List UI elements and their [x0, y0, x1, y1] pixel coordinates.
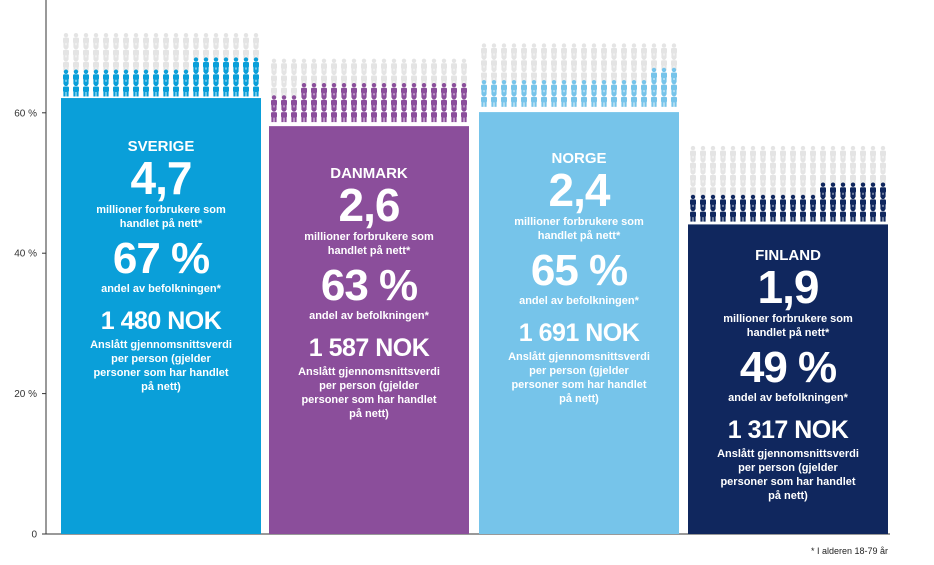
consumer-count: 2,4 — [549, 164, 611, 216]
average-value-label: personer som har handlet — [93, 367, 228, 379]
bar-rect — [688, 224, 888, 535]
y-tick-label: 0 — [31, 530, 37, 541]
consumer-count-label: millioner forbrukere som — [96, 204, 226, 216]
country-label: DANMARK — [330, 165, 408, 182]
bar-rect — [479, 112, 679, 534]
bar-rect — [269, 126, 469, 534]
person-icon-grid — [481, 43, 677, 107]
consumer-count: 4,7 — [131, 152, 192, 204]
average-value-label: per person (gjelder — [738, 462, 838, 474]
consumer-count: 2,6 — [339, 179, 400, 231]
person-icon-grid — [271, 58, 467, 123]
consumer-count-label: millioner forbrukere som — [304, 231, 434, 243]
average-value-label: per person (gjelder — [319, 380, 419, 392]
average-value: 1 587 NOK — [309, 334, 430, 362]
consumer-count-label: handlet på nett* — [747, 327, 830, 339]
person-icon-grid — [63, 32, 259, 97]
population-share-label: andel av befolkningen* — [309, 310, 430, 322]
average-value-label: Anslått gjennomsnittsverdi — [508, 351, 650, 363]
population-share-label: andel av befolkningen* — [728, 392, 849, 404]
average-value-label: Anslått gjennomsnittsverdi — [298, 366, 440, 378]
average-value-label: på nett) — [141, 381, 181, 393]
population-share: 49 % — [740, 343, 836, 392]
average-value-label: personer som har handlet — [720, 476, 855, 488]
y-tick-label: 40 % — [14, 249, 37, 260]
average-value-label: på nett) — [768, 490, 808, 502]
consumer-count-label: millioner forbrukere som — [514, 216, 644, 228]
population-share: 63 % — [321, 261, 417, 310]
consumer-count: 1,9 — [758, 261, 819, 313]
average-value-label: Anslått gjennomsnittsverdi — [90, 339, 232, 351]
population-share-label: andel av befolkningen* — [101, 283, 222, 295]
y-tick-label: 20 % — [14, 389, 37, 400]
average-value: 1 317 NOK — [728, 416, 849, 444]
population-share: 67 % — [113, 234, 209, 283]
country-label: NORGE — [551, 150, 606, 167]
average-value-label: på nett) — [349, 408, 389, 420]
population-share: 65 % — [531, 246, 627, 295]
average-value-label: på nett) — [559, 393, 599, 405]
consumer-count-label: handlet på nett* — [120, 218, 203, 230]
person-icon-grid — [690, 145, 886, 222]
average-value-label: personer som har handlet — [511, 379, 646, 391]
consumer-count-label: handlet på nett* — [328, 245, 411, 257]
footnote: * I alderen 18-79 år — [810, 546, 888, 556]
bar-rect — [61, 98, 261, 534]
average-value: 1 480 NOK — [101, 307, 222, 335]
population-share-label: andel av befolkningen* — [519, 295, 640, 307]
average-value-label: Anslått gjennomsnittsverdi — [717, 448, 859, 460]
average-value: 1 691 NOK — [519, 319, 640, 347]
country-label: SVERIGE — [128, 138, 195, 155]
average-value-label: per person (gjelder — [111, 353, 211, 365]
average-value-label: per person (gjelder — [529, 365, 629, 377]
consumer-count-label: handlet på nett* — [538, 230, 621, 242]
average-value-label: personer som har handlet — [301, 394, 436, 406]
country-label: FINLAND — [755, 247, 821, 264]
consumer-count-label: millioner forbrukere som — [723, 313, 853, 325]
y-tick-label: 60 % — [14, 108, 37, 119]
